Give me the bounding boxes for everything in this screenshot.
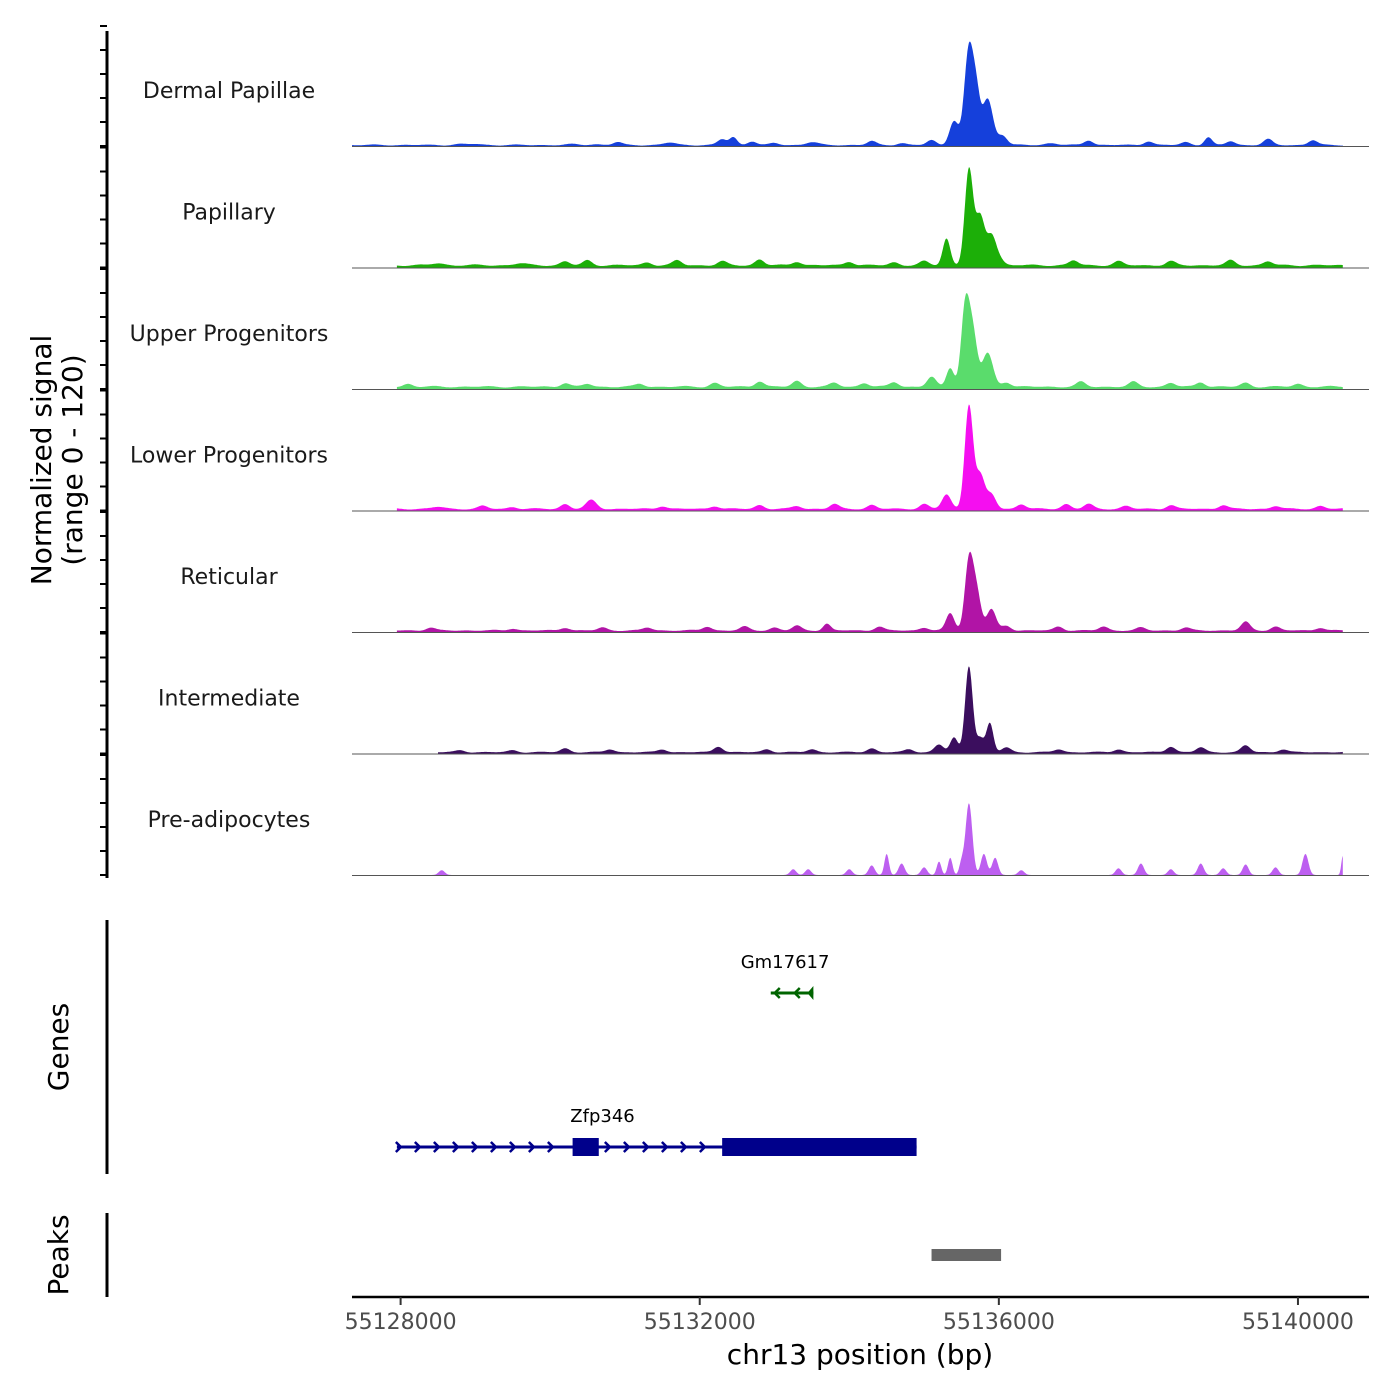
coverage-track: Lower Progenitors bbox=[130, 404, 1369, 512]
strand-arrow-icon bbox=[622, 1141, 631, 1153]
genes-panel-label: Genes bbox=[42, 1003, 75, 1091]
strand-arrow-icon bbox=[470, 1141, 479, 1153]
peak-region bbox=[931, 1249, 1002, 1261]
strand-arrow-icon bbox=[679, 1141, 688, 1153]
peaks-panel-label: Peaks bbox=[42, 1214, 75, 1295]
coverage-track: Reticular bbox=[180, 551, 1369, 633]
track-label: Dermal Papillae bbox=[143, 79, 315, 104]
signal-area bbox=[396, 551, 1343, 632]
signal-area bbox=[396, 404, 1343, 511]
signal-area bbox=[352, 41, 1343, 146]
gene-label: Zfp346 bbox=[570, 1106, 634, 1127]
strand-arrow-icon bbox=[603, 1141, 612, 1153]
coverage-track: Dermal Papillae bbox=[143, 41, 1369, 147]
coverage-track: Upper Progenitors bbox=[130, 293, 1369, 390]
track-label: Reticular bbox=[180, 565, 278, 590]
track-label: Intermediate bbox=[158, 687, 300, 712]
signal-area bbox=[396, 293, 1343, 389]
track-label: Lower Progenitors bbox=[130, 444, 328, 469]
strand-arrow-icon bbox=[432, 1141, 441, 1153]
x-tick-label: 55140000 bbox=[1242, 1310, 1354, 1335]
x-tick-label: 55128000 bbox=[345, 1310, 457, 1335]
track-label: Papillary bbox=[182, 201, 276, 226]
gene-model: Gm17617 bbox=[741, 952, 830, 1000]
strand-arrow-icon bbox=[394, 1141, 403, 1153]
x-tick-label: 55132000 bbox=[644, 1310, 756, 1335]
gene-label: Gm17617 bbox=[741, 952, 830, 973]
signal-area bbox=[438, 666, 1343, 754]
coverage-track: Pre-adipocytes bbox=[148, 803, 1369, 876]
strand-arrow-icon bbox=[698, 1141, 707, 1153]
x-axis-title: chr13 position (bp) bbox=[727, 1338, 993, 1371]
strand-arrow-icon bbox=[772, 987, 781, 999]
gene-exon bbox=[722, 1138, 917, 1156]
strand-arrow-icon bbox=[413, 1141, 422, 1153]
signal-y-axis bbox=[100, 25, 109, 878]
track-label: Upper Progenitors bbox=[130, 322, 329, 347]
strand-arrow-icon bbox=[489, 1141, 498, 1153]
gene-annotations: Gm17617 Zfp346 bbox=[394, 952, 917, 1156]
signal-area bbox=[352, 803, 1343, 875]
strand-arrow-icon bbox=[527, 1141, 536, 1153]
strand-arrow-icon bbox=[641, 1141, 650, 1153]
strand-end-arrow-icon bbox=[807, 986, 814, 1000]
strand-arrow-icon bbox=[660, 1141, 669, 1153]
y-axis-title-line1: Normalized signal bbox=[25, 335, 58, 586]
y-axis-title-line2: (range 0 - 120) bbox=[56, 354, 89, 565]
strand-arrow-icon bbox=[546, 1141, 555, 1153]
gene-exon bbox=[572, 1138, 599, 1156]
coverage-track: Papillary bbox=[182, 167, 1369, 269]
strand-arrow-icon bbox=[451, 1141, 460, 1153]
signal-area bbox=[396, 167, 1343, 268]
gene-model: Zfp346 bbox=[394, 1106, 917, 1156]
coverage-tracks: Dermal Papillae Papillary Upper Progenitor… bbox=[130, 41, 1369, 876]
track-label: Pre-adipocytes bbox=[148, 808, 311, 833]
strand-arrow-icon bbox=[792, 987, 801, 999]
peak-regions bbox=[931, 1249, 1002, 1261]
coverage-track: Intermediate bbox=[158, 666, 1369, 755]
x-axis-ticks: 55128000 55132000 55136000 55140000 bbox=[345, 1297, 1354, 1335]
x-tick-label: 55136000 bbox=[943, 1310, 1055, 1335]
strand-arrow-icon bbox=[508, 1141, 517, 1153]
